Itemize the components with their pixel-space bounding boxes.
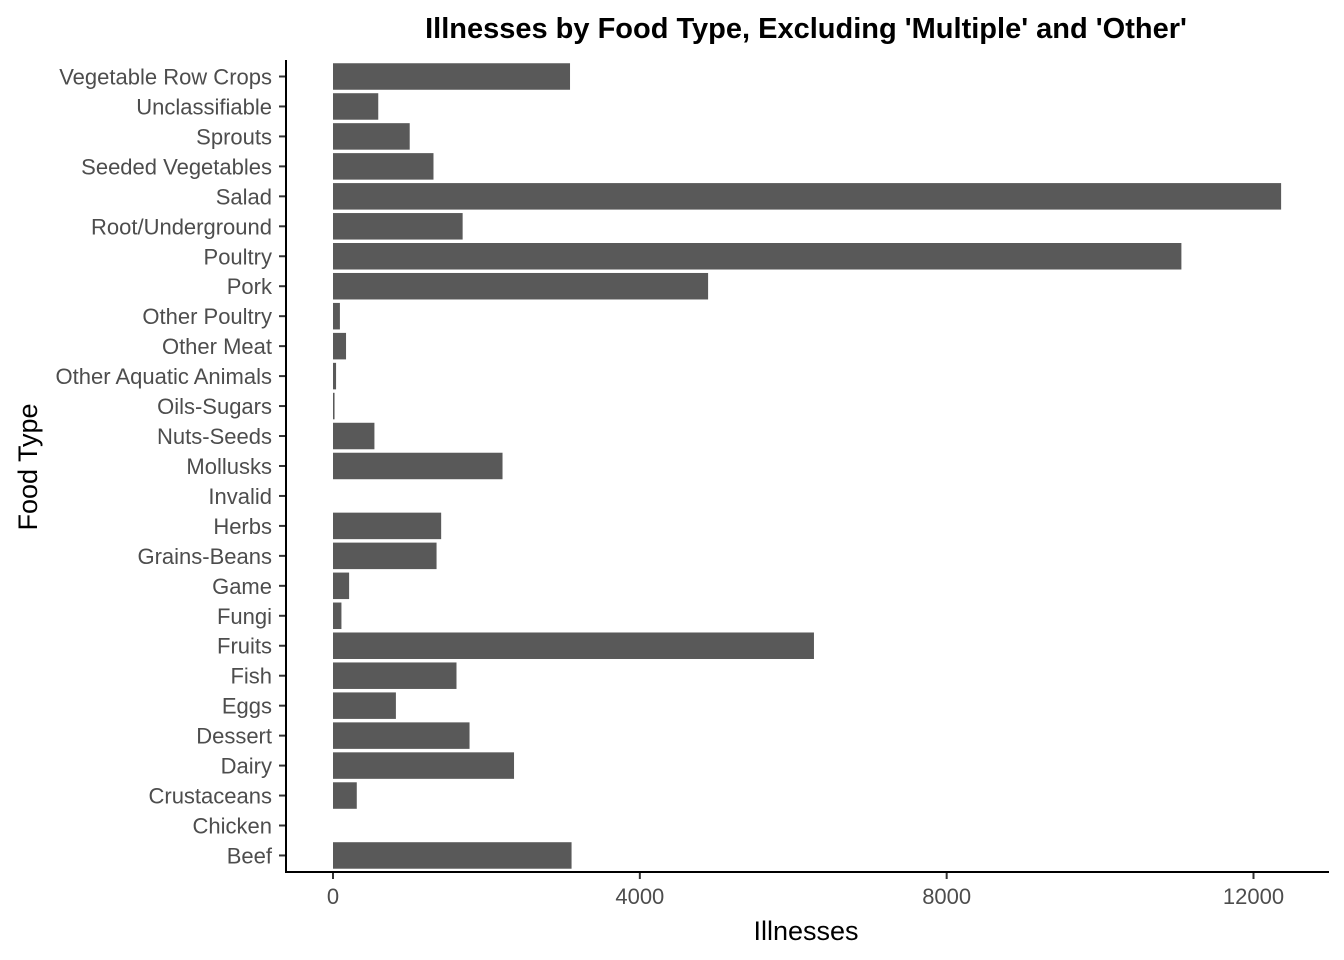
y-tick-label: Vegetable Row Crops xyxy=(59,65,272,90)
y-tick-label: Nuts-Seeds xyxy=(157,424,272,449)
bar-grains-beans xyxy=(333,542,437,570)
bar-other-aquatic-animals xyxy=(333,362,337,390)
bar-root-underground xyxy=(333,213,463,240)
bar-eggs xyxy=(333,692,396,719)
y-tick-label: Other Poultry xyxy=(142,304,272,329)
y-tick-label: Salad xyxy=(216,184,272,209)
y-tick-label: Herbs xyxy=(213,514,272,539)
y-tick-label: Grains-Beans xyxy=(137,544,272,569)
bar-poultry xyxy=(333,243,1182,270)
chart-title: Illnesses by Food Type, Excluding 'Multi… xyxy=(425,13,1187,45)
bar-seeded-vegetables xyxy=(333,153,434,180)
y-tick-label: Fruits xyxy=(217,634,272,659)
x-tick-label: 4000 xyxy=(615,884,664,909)
y-tick-label: Crustaceans xyxy=(148,784,272,809)
bar-herbs xyxy=(333,512,442,540)
y-tick-label: Root/Underground xyxy=(91,214,272,239)
bar-dairy xyxy=(333,752,515,779)
x-axis-ticks: 0 4000 8000 12000 xyxy=(327,872,1284,909)
x-axis-title: Illnesses xyxy=(753,916,858,946)
y-tick-label: Pork xyxy=(227,274,273,299)
bar-pork xyxy=(333,272,709,300)
y-tick-label: Invalid xyxy=(208,484,272,509)
x-tick-label: 8000 xyxy=(922,884,971,909)
bar-salad xyxy=(333,183,1282,210)
y-tick-label: Eggs xyxy=(222,694,272,719)
y-axis-ticks: Beef Chicken Crustaceans Dairy Dessert Eggs Fi… xyxy=(56,65,286,868)
bar-other-poultry xyxy=(333,302,340,330)
y-tick-label: Beef xyxy=(227,843,273,868)
x-tick-label: 12000 xyxy=(1223,884,1284,909)
bar-mollusks xyxy=(333,452,503,480)
y-tick-label: Mollusks xyxy=(186,454,272,479)
y-tick-label: Oils-Sugars xyxy=(157,394,272,419)
y-tick-label: Chicken xyxy=(193,814,272,839)
bar-nuts-seeds xyxy=(333,422,375,450)
bar-sprouts xyxy=(333,123,410,150)
bar-fish xyxy=(333,662,457,689)
bars-layer xyxy=(333,63,1282,869)
bar-other-meat xyxy=(333,332,347,360)
y-tick-label: Seeded Vegetables xyxy=(81,154,272,179)
y-tick-label: Unclassifiable xyxy=(136,94,272,119)
bar-dessert xyxy=(333,722,470,749)
bar-vegetable-row-crops xyxy=(333,63,571,90)
bar-fungi xyxy=(333,602,342,630)
y-tick-label: Sprouts xyxy=(196,124,272,149)
bar-crustaceans xyxy=(333,782,357,809)
y-tick-label: Fungi xyxy=(217,604,272,629)
y-tick-label: Poultry xyxy=(204,244,272,269)
bar-unclassifiable xyxy=(333,93,379,120)
y-tick-label: Other Meat xyxy=(162,334,272,359)
y-tick-label: Dairy xyxy=(221,754,272,779)
y-tick-label: Game xyxy=(212,574,272,599)
bar-game xyxy=(333,572,350,600)
bar-fruits xyxy=(333,632,814,659)
y-tick-label: Fish xyxy=(230,664,272,689)
y-axis-title: Food Type xyxy=(13,403,43,530)
bar-oils-sugars xyxy=(333,392,335,420)
bar-beef xyxy=(333,842,572,869)
y-tick-label: Other Aquatic Animals xyxy=(56,364,272,389)
x-tick-label: 0 xyxy=(327,884,339,909)
y-tick-label: Dessert xyxy=(196,724,272,749)
